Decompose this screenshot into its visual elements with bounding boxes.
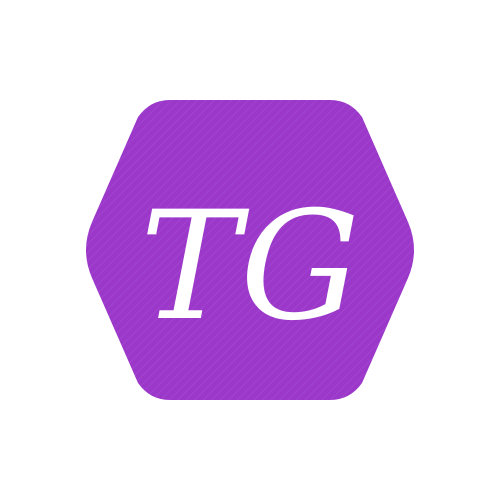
hexagon-badge	[86, 100, 414, 400]
monogram-text: TG	[140, 180, 360, 354]
